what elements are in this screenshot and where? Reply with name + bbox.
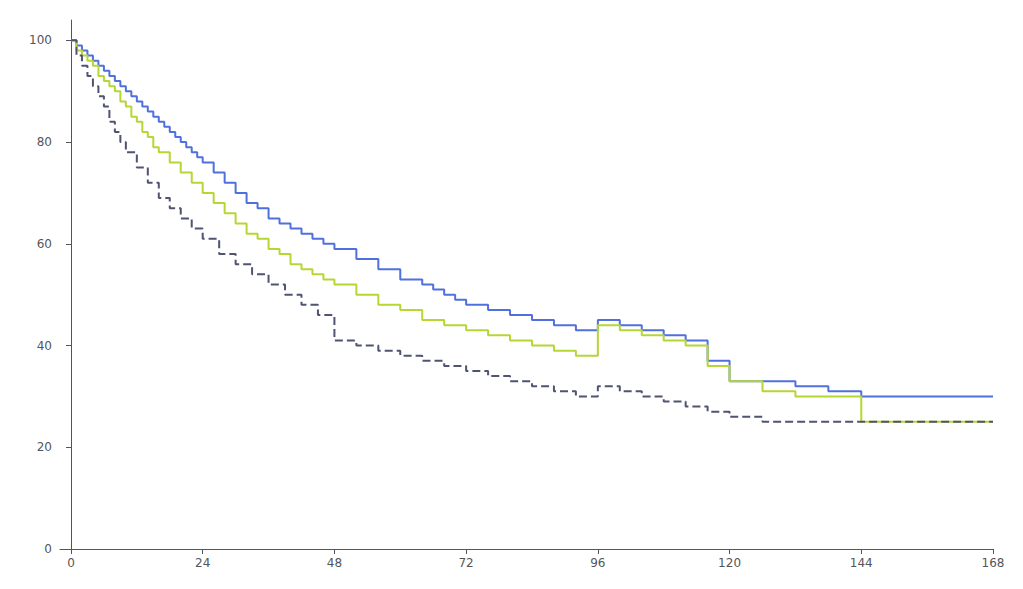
svg-text:120: 120: [718, 556, 741, 570]
svg-text:40: 40: [37, 339, 52, 353]
svg-text:0: 0: [67, 556, 75, 570]
svg-text:20: 20: [37, 440, 52, 454]
svg-text:24: 24: [195, 556, 210, 570]
svg-text:168: 168: [982, 556, 1005, 570]
svg-text:100: 100: [29, 33, 52, 47]
svg-text:144: 144: [850, 556, 873, 570]
svg-text:0: 0: [44, 542, 52, 556]
svg-text:80: 80: [37, 135, 52, 149]
svg-text:48: 48: [327, 556, 342, 570]
svg-text:96: 96: [590, 556, 605, 570]
svg-text:60: 60: [37, 237, 52, 251]
svg-text:72: 72: [458, 556, 473, 570]
